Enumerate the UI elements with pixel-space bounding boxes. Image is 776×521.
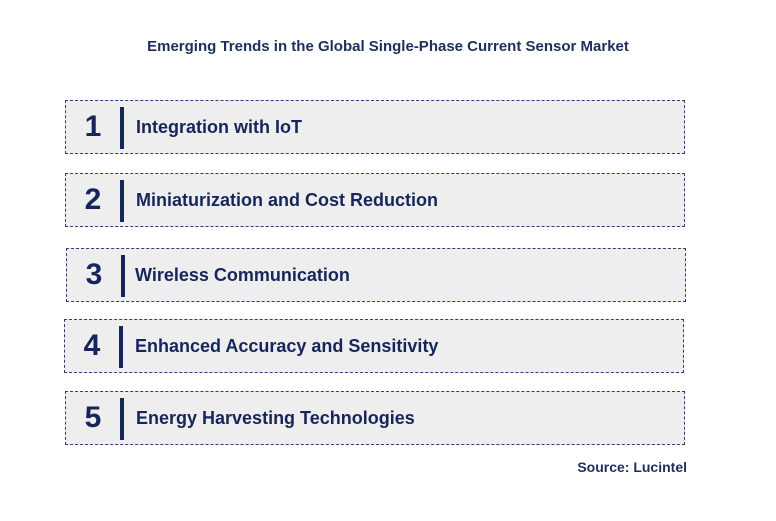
trend-number: 4 — [83, 329, 101, 362]
divider-bar — [120, 398, 124, 440]
trend-number: 3 — [85, 258, 103, 291]
diagram-title: Emerging Trends in the Global Single-Pha… — [147, 38, 629, 55]
divider-bar — [119, 326, 123, 368]
trend-item-3: 3 Wireless Communication — [66, 248, 686, 302]
trend-label: Miniaturization and Cost Reduction — [136, 189, 438, 210]
trend-item-5: 5 Energy Harvesting Technologies — [65, 391, 685, 445]
trend-item-4: 4 Enhanced Accuracy and Sensitivity — [64, 319, 684, 373]
trend-item-2: 2 Miniaturization and Cost Reduction — [65, 173, 685, 227]
trend-label: Enhanced Accuracy and Sensitivity — [135, 335, 439, 356]
trend-label: Energy Harvesting Technologies — [136, 407, 415, 428]
trend-item-1: 1 Integration with IoT — [65, 100, 685, 154]
trend-number: 5 — [84, 401, 102, 434]
trend-number: 2 — [84, 183, 102, 216]
divider-bar — [120, 107, 124, 149]
source-note: Source: Lucintel — [577, 459, 687, 475]
divider-bar — [120, 180, 124, 222]
divider-bar — [121, 255, 125, 297]
trend-label: Integration with IoT — [136, 116, 302, 137]
trend-label: Wireless Communication — [135, 264, 350, 285]
trend-number: 1 — [84, 110, 102, 143]
